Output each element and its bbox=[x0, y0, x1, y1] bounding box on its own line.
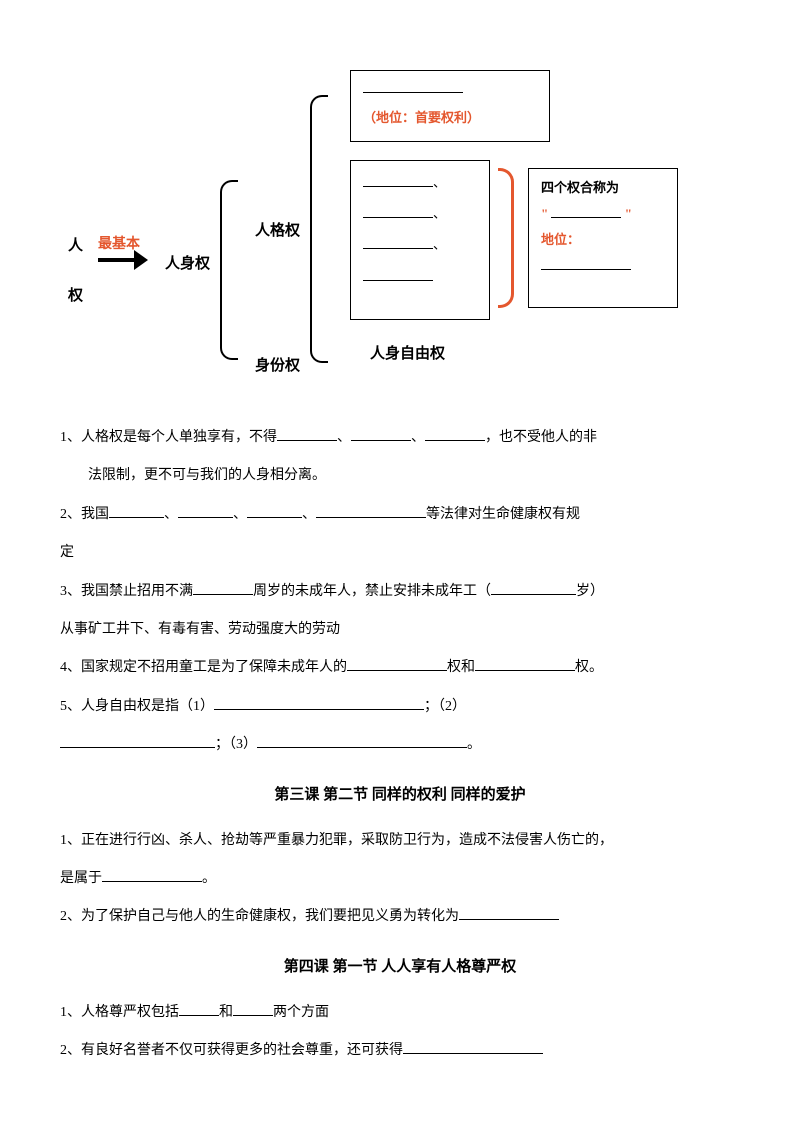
root-char-top: 人 bbox=[68, 230, 83, 263]
right-box-blank2 bbox=[541, 256, 631, 270]
mid-blank-2 bbox=[363, 204, 433, 218]
level2-top-label: 人格权 bbox=[255, 215, 300, 248]
s4-q2-line1: 2、有良好名誉者不仅可获得更多的社会尊重，还可获得 bbox=[60, 1033, 740, 1069]
top-box: （地位：首要权利） bbox=[350, 70, 550, 142]
q3-line2: 从事矿工井下、有毒有害、劳动强度大的劳动 bbox=[60, 612, 740, 648]
q1-line1: 1、人格权是每个人单独享有，不得、、，也不受他人的非 bbox=[60, 420, 740, 456]
q5-line2: ；（3）。 bbox=[60, 727, 740, 763]
content-body: 1、人格权是每个人单独享有，不得、、，也不受他人的非 法限制，更不可与我们的人身… bbox=[60, 420, 740, 1069]
middle-box: 、 、 、 bbox=[350, 160, 490, 320]
level1-label: 人身权 bbox=[165, 248, 210, 281]
level2-bottom-label: 身份权 bbox=[255, 350, 300, 383]
right-box-blank1 bbox=[551, 204, 621, 218]
s4-q1-line1: 1、人格尊严权包括和两个方面 bbox=[60, 995, 740, 1031]
mid-blank-3 bbox=[363, 235, 433, 249]
brace-orange bbox=[498, 168, 514, 308]
s3-q1-line2: 是属于。 bbox=[60, 861, 740, 897]
section4-title: 第四课 第一节 人人享有人格尊严权 bbox=[60, 948, 740, 987]
level3-bottom-label: 人身自由权 bbox=[370, 338, 445, 371]
q5-line1: 5、人身自由权是指（1）；（2） bbox=[60, 689, 740, 725]
root-char-bottom: 权 bbox=[68, 280, 83, 313]
q2-line1: 2、我国、、、等法律对生命健康权有规 bbox=[60, 497, 740, 533]
q3-line1: 3、我国禁止招用不满周岁的未成年人，禁止安排未成年工（岁） bbox=[60, 574, 740, 610]
top-box-subtitle: （地位：首要权利） bbox=[363, 106, 537, 129]
mid-blank-1 bbox=[363, 173, 433, 187]
s3-q2-line1: 2、为了保护自己与他人的生命健康权，我们要把见义勇为转化为 bbox=[60, 899, 740, 935]
mid-blank-4 bbox=[363, 267, 433, 281]
brace-1 bbox=[220, 180, 238, 360]
q1-line2: 法限制，更不可与我们的人身相分离。 bbox=[60, 458, 740, 494]
q2-line2: 定 bbox=[60, 535, 740, 571]
right-box-line3: 地位： bbox=[541, 227, 665, 253]
top-box-blank bbox=[363, 79, 463, 93]
s3-q1-line1: 1、正在进行行凶、杀人、抢劫等严重暴力犯罪，采取防卫行为，造成不法侵害人伤亡的， bbox=[60, 823, 740, 859]
right-box-line1: 四个权合称为 bbox=[541, 175, 665, 201]
right-box: 四个权合称为 " " 地位： bbox=[528, 168, 678, 308]
q4-line1: 4、国家规定不招用童工是为了保障未成年人的权和权。 bbox=[60, 650, 740, 686]
arrow-icon bbox=[98, 250, 148, 270]
concept-diagram: 人 权 最基本 人身权 人格权 身份权 （地位：首要权利） 、 、 、 四个权合… bbox=[60, 40, 740, 400]
brace-2 bbox=[310, 95, 328, 363]
section3-title: 第三课 第二节 同样的权利 同样的爱护 bbox=[60, 776, 740, 815]
